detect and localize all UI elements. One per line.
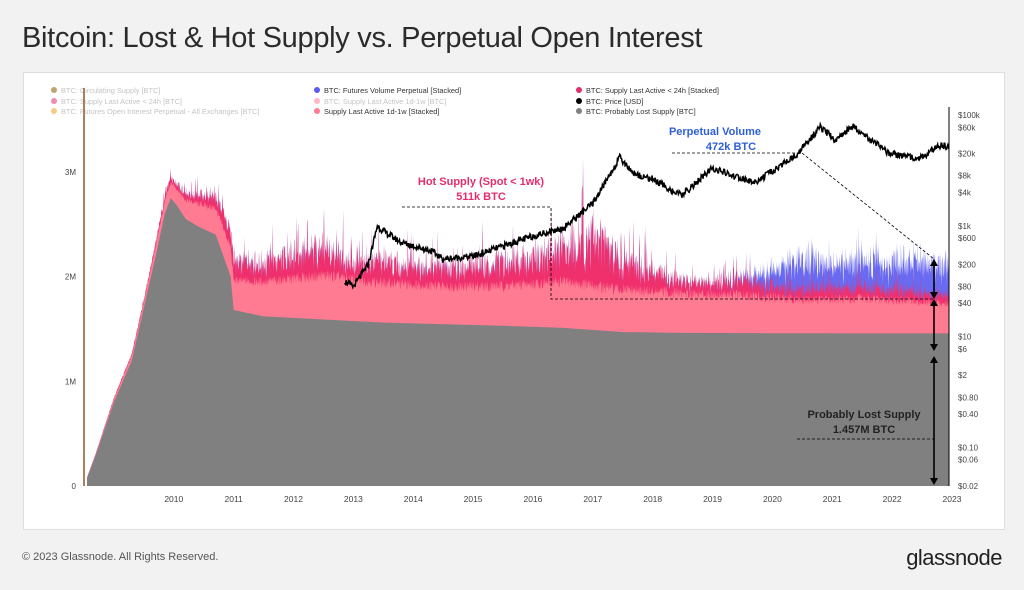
price-tick-label: $60k <box>958 123 976 132</box>
x-tick-label: 2019 <box>703 494 722 504</box>
y-tick-label: 0 <box>72 482 77 491</box>
price-tick-label: $80 <box>958 283 972 292</box>
legend-marker <box>51 87 57 93</box>
price-tick-label: $0.06 <box>958 456 979 465</box>
annotation-volume-title: Perpetual Volume <box>669 126 761 138</box>
price-tick-label: $8k <box>958 172 972 181</box>
price-tick-label: $1k <box>958 222 972 231</box>
x-tick-label: 2020 <box>763 494 782 504</box>
price-tick-label: $0.02 <box>958 482 979 491</box>
price-tick-label: $200 <box>958 260 976 269</box>
annotation-hot-bracket <box>402 206 934 300</box>
arrow-lost-range-head-bottom <box>930 478 938 485</box>
x-tick-label: 2014 <box>404 494 423 504</box>
legend-label: BTC: Price [USD] <box>586 97 644 106</box>
arrow-volume-range-head-bottom <box>930 292 938 299</box>
annotation-lost-value: 1.457M BTC <box>833 424 895 436</box>
annotation-hot-value: 511k BTC <box>456 191 506 203</box>
legend-marker <box>314 98 320 104</box>
x-tick-label: 2012 <box>284 494 303 504</box>
x-tick-label: 2018 <box>643 494 662 504</box>
legend-label: BTC: Circulating Supply [BTC] <box>61 86 160 95</box>
price-tick-label: $10 <box>958 333 972 342</box>
price-tick-label: $20k <box>958 150 976 159</box>
x-tick-label: 2017 <box>583 494 602 504</box>
x-tick-label: 2011 <box>225 494 244 504</box>
x-tick-label: 2010 <box>164 494 183 504</box>
price-tick-label: $100k <box>958 111 981 120</box>
page-title: Bitcoin: Lost & Hot Supply vs. Perpetual… <box>22 22 703 54</box>
legend-label: BTC: Supply Last Active < 24h [BTC] <box>61 97 182 106</box>
copyright-footer: © 2023 Glassnode. All Rights Reserved. <box>22 551 219 563</box>
series-price-line <box>344 121 950 290</box>
annotation-hot-title: Hot Supply (Spot < 1wk) <box>418 176 545 188</box>
brand-logo: glassnode <box>906 545 1002 570</box>
legend-marker <box>314 108 320 114</box>
annotation-volume-leader <box>672 152 935 260</box>
chart-svg: BTC: Circulating Supply [BTC] BTC: Future… <box>51 86 981 504</box>
legend-label: BTC: Futures Volume Perpetual [Stacked] <box>324 86 461 95</box>
arrow-hot-range-head-top <box>930 299 938 306</box>
x-tick-label: 2016 <box>524 494 543 504</box>
arrow-lost-range-head-top <box>930 356 938 363</box>
legend-marker <box>51 98 57 104</box>
price-tick-label: $4k <box>958 188 972 197</box>
annotation-volume-value: 472k BTC <box>706 141 756 153</box>
y-tick-label: 2M <box>65 273 76 282</box>
price-tick-label: $0.80 <box>958 393 979 402</box>
legend-label: BTC: Futures Open Interest Perpetual - A… <box>61 107 259 116</box>
price-tick-label: $2 <box>958 371 967 380</box>
legend-marker <box>576 98 582 104</box>
x-tick-label: 2015 <box>464 494 483 504</box>
legend-label: Supply Last Active 1d-1w [Stacked] <box>324 107 439 116</box>
series-lost-supply-area <box>87 198 949 487</box>
x-tick-label: 2021 <box>823 494 842 504</box>
price-tick-label: $0.10 <box>958 443 979 452</box>
legend-marker <box>51 108 57 114</box>
annotation-lost-title: Probably Lost Supply <box>807 409 921 421</box>
legend-label: BTC: Probably Lost Supply [BTC] <box>586 107 696 116</box>
y-tick-label: 1M <box>65 377 76 386</box>
chart-panel: BTC: Circulating Supply [BTC] BTC: Future… <box>23 72 1005 530</box>
x-tick-label: 2022 <box>883 494 902 504</box>
x-tick-label: 2023 <box>943 494 962 504</box>
price-tick-label: $6 <box>958 345 967 354</box>
price-tick-label: $600 <box>958 234 976 243</box>
legend-label: BTC: Supply Last Active < 24h [Stacked] <box>586 86 719 95</box>
arrow-hot-range-head-bottom <box>930 344 938 351</box>
legend-marker <box>576 87 582 93</box>
legend-marker <box>314 87 320 93</box>
legend-label: BTC: Supply Last Active 1d-1w [BTC] <box>324 97 446 106</box>
arrow-volume-range-head-top <box>930 259 938 266</box>
x-tick-label: 2013 <box>344 494 363 504</box>
price-tick-label: $40 <box>958 299 972 308</box>
y-tick-label: 3M <box>65 168 76 177</box>
price-tick-label: $0.40 <box>958 410 979 419</box>
legend-marker <box>576 108 582 114</box>
